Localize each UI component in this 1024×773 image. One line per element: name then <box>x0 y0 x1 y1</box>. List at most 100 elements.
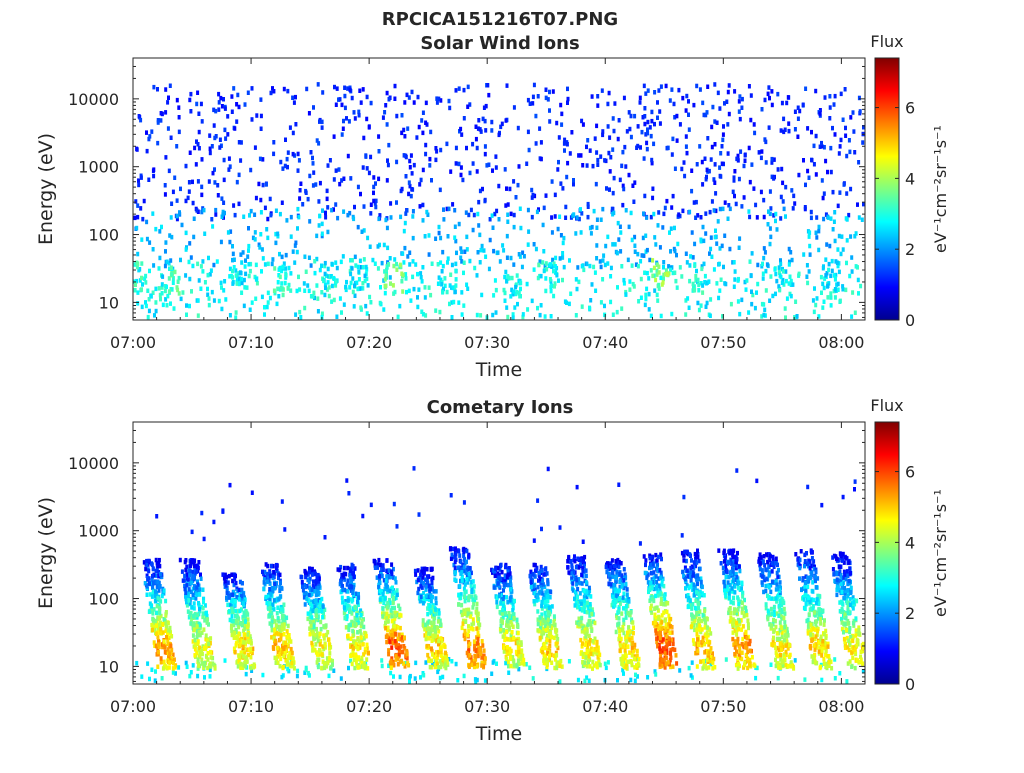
count-cell <box>763 215 766 220</box>
burst-cell <box>384 626 387 631</box>
count-cell <box>281 201 284 206</box>
panel-title: Cometary Ions <box>427 397 574 418</box>
count-cell <box>748 84 751 89</box>
count-cell <box>422 218 425 223</box>
count-cell <box>803 677 806 682</box>
count-cell <box>842 247 845 252</box>
burst-cell <box>151 628 154 633</box>
count-cell <box>414 676 417 681</box>
count-cell <box>146 289 149 294</box>
count-cell <box>154 287 157 292</box>
count-cell <box>330 208 333 213</box>
count-cell <box>783 207 786 212</box>
burst-cell <box>156 579 159 584</box>
count-cell <box>780 195 783 200</box>
count-cell <box>270 91 273 96</box>
count-cell <box>134 288 137 293</box>
burst-cell <box>196 624 199 629</box>
count-cell <box>403 100 406 105</box>
burst-cell <box>159 627 162 632</box>
burst-cell <box>374 566 377 571</box>
burst-cell <box>341 600 344 605</box>
count-cell <box>490 120 493 125</box>
burst-cell <box>231 281 234 286</box>
burst-cell <box>544 620 547 625</box>
count-cell <box>776 227 779 232</box>
count-cell <box>527 242 530 247</box>
count-cell <box>601 277 604 282</box>
count-cell <box>255 263 258 268</box>
count-cell <box>388 97 391 102</box>
count-cell <box>818 225 821 230</box>
count-cell <box>744 153 747 158</box>
burst-cell <box>287 624 290 629</box>
count-cell <box>714 162 717 167</box>
heatmap-cells <box>133 82 865 320</box>
count-cell <box>210 268 213 273</box>
count-cell <box>826 170 829 175</box>
count-cell <box>200 264 203 269</box>
burst-cell <box>150 623 153 628</box>
count-cell <box>338 182 341 187</box>
count-cell <box>463 674 466 679</box>
burst-cell <box>249 666 252 671</box>
count-cell <box>224 106 227 111</box>
count-cell <box>217 193 220 198</box>
count-cell <box>312 170 315 175</box>
burst-cell <box>351 258 354 263</box>
count-cell <box>846 238 849 243</box>
burst-cell <box>707 279 710 284</box>
burst-cell <box>385 284 388 289</box>
burst-cell <box>539 590 542 595</box>
count-cell <box>405 276 408 281</box>
burst-cell <box>357 595 360 600</box>
burst-cell <box>154 589 157 594</box>
count-cell <box>255 196 258 201</box>
count-cell <box>267 262 270 267</box>
burst-cell <box>653 266 656 271</box>
count-cell <box>395 160 398 165</box>
count-cell <box>680 274 683 279</box>
count-cell <box>532 193 535 198</box>
burst-cell <box>553 614 556 619</box>
burst-cell <box>292 656 295 661</box>
count-cell <box>670 226 673 231</box>
count-cell <box>409 165 412 170</box>
count-cell <box>644 234 647 239</box>
count-cell <box>528 148 531 153</box>
burst-cell <box>282 265 285 270</box>
count-cell <box>148 309 151 314</box>
count-cell <box>525 162 528 167</box>
burst-cell <box>779 273 782 278</box>
burst-cell <box>536 609 539 614</box>
burst-cell <box>430 577 433 582</box>
count-cell <box>334 260 337 265</box>
count-cell <box>418 182 421 187</box>
count-cell <box>189 92 192 97</box>
count-cell <box>548 108 551 113</box>
count-cell <box>370 101 373 106</box>
burst-cell <box>695 269 698 274</box>
count-cell <box>823 300 826 305</box>
count-cell <box>559 181 562 186</box>
burst-cell <box>282 614 285 619</box>
count-cell <box>660 314 663 319</box>
count-cell <box>298 196 301 201</box>
count-cell <box>834 94 837 99</box>
burst-cell <box>543 269 546 274</box>
count-cell <box>734 269 737 274</box>
count-cell <box>575 277 578 282</box>
count-cell <box>306 283 309 288</box>
count-cell <box>409 298 412 303</box>
count-cell <box>335 103 338 108</box>
count-cell <box>540 303 543 308</box>
count-cell <box>753 122 756 127</box>
count-cell <box>794 658 797 663</box>
burst-cell <box>778 288 781 293</box>
count-cell <box>824 159 827 164</box>
burst-cell <box>273 582 276 587</box>
count-cell <box>810 210 813 215</box>
burst-cell <box>228 595 231 600</box>
burst-cell <box>179 558 182 563</box>
count-cell <box>479 313 482 318</box>
